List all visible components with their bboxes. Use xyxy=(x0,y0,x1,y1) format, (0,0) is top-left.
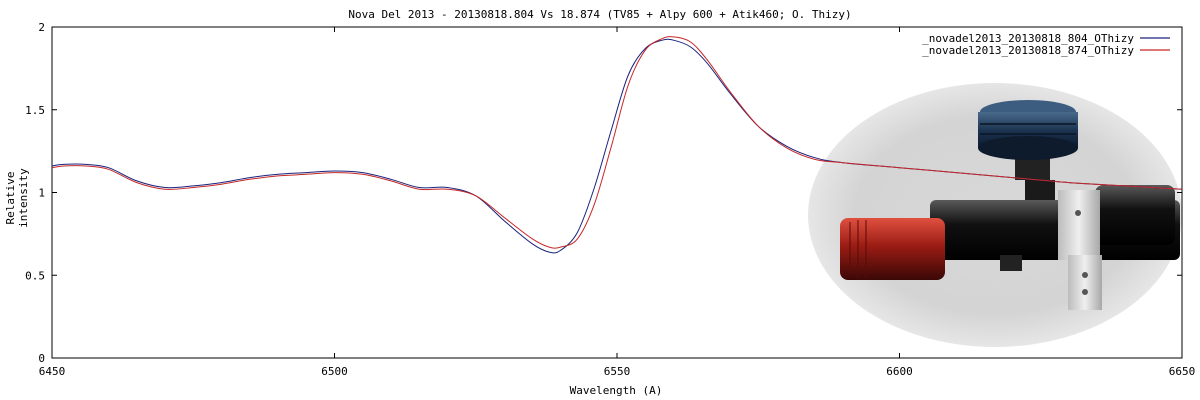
series-lines xyxy=(51,36,1183,254)
legend-label-series-2: _novadel2013_20130818_874_OThizy xyxy=(922,44,1134,57)
chart-title: Nova Del 2013 - 20130818.804 Vs 18.874 (… xyxy=(348,8,852,21)
y-tick-label: 0 xyxy=(38,352,45,365)
series-line-1 xyxy=(51,38,1183,254)
y-tick-label: 1 xyxy=(38,187,45,200)
camera-spectrograph-photo xyxy=(808,83,1182,347)
x-tick-label: 6550 xyxy=(604,365,631,378)
x-ticks: 6450 6500 6550 6600 6650 xyxy=(39,27,1196,378)
legend-label-series-1: _novadel2013_20130818_804_OThizy xyxy=(922,32,1134,45)
series-line-2 xyxy=(51,36,1183,249)
x-tick-label: 6500 xyxy=(321,365,348,378)
x-tick-label: 6450 xyxy=(39,365,66,378)
x-tick-label: 6600 xyxy=(886,365,913,378)
y-tick-label: 0.5 xyxy=(25,269,45,282)
x-tick-label: 6650 xyxy=(1169,365,1196,378)
y-tick-label: 2 xyxy=(38,21,45,34)
y-tick-label: 1.5 xyxy=(25,104,45,117)
y-axis-label: Relative intensity xyxy=(4,168,30,228)
legend xyxy=(1140,37,1170,51)
y-ticks: 0 0.5 1 1.5 2 xyxy=(25,21,1182,365)
x-axis-label: Wavelength (A) xyxy=(569,384,663,397)
